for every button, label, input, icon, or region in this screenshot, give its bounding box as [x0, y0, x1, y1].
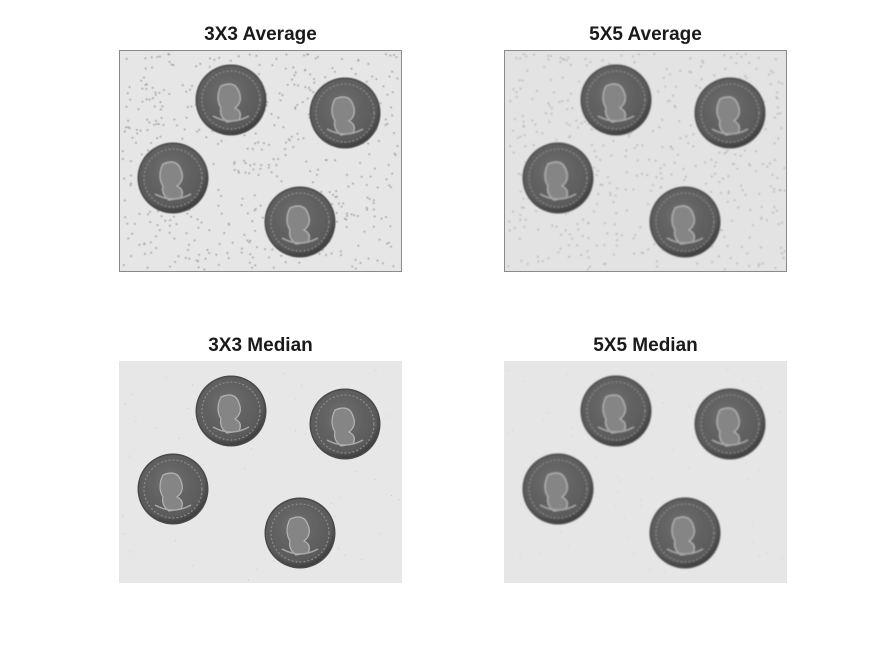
coin [264, 186, 336, 258]
panel-title: 5X5 Median [593, 335, 698, 356]
coins-image [119, 50, 402, 272]
coin [137, 453, 209, 525]
coin [195, 64, 267, 136]
coin [649, 497, 721, 569]
coin [195, 375, 267, 447]
coin [522, 453, 594, 525]
coin [694, 77, 766, 149]
coin [309, 388, 381, 460]
coin [522, 142, 594, 214]
filtered-image [504, 50, 787, 272]
panel-title: 3X3 Average [204, 24, 317, 45]
panel-5x5-average: 5X5 Average [504, 24, 787, 274]
coin [309, 77, 381, 149]
coin [649, 186, 721, 258]
panel-3x3-median: 3X3 Median [119, 335, 402, 585]
panel-title: 3X3 Median [208, 335, 313, 356]
coin [137, 142, 209, 214]
coin [264, 497, 336, 569]
coins-image [504, 361, 787, 583]
filtered-image [119, 361, 402, 583]
panel-3x3-average: 3X3 Average [119, 24, 402, 274]
panel-title: 5X5 Average [589, 24, 702, 45]
coin [580, 375, 652, 447]
panel-5x5-median: 5X5 Median [504, 335, 787, 585]
coins-image [504, 50, 787, 272]
coin [580, 64, 652, 136]
coins-image [119, 361, 402, 583]
coin [694, 388, 766, 460]
filtered-image [504, 361, 787, 583]
filtered-image [119, 50, 402, 272]
